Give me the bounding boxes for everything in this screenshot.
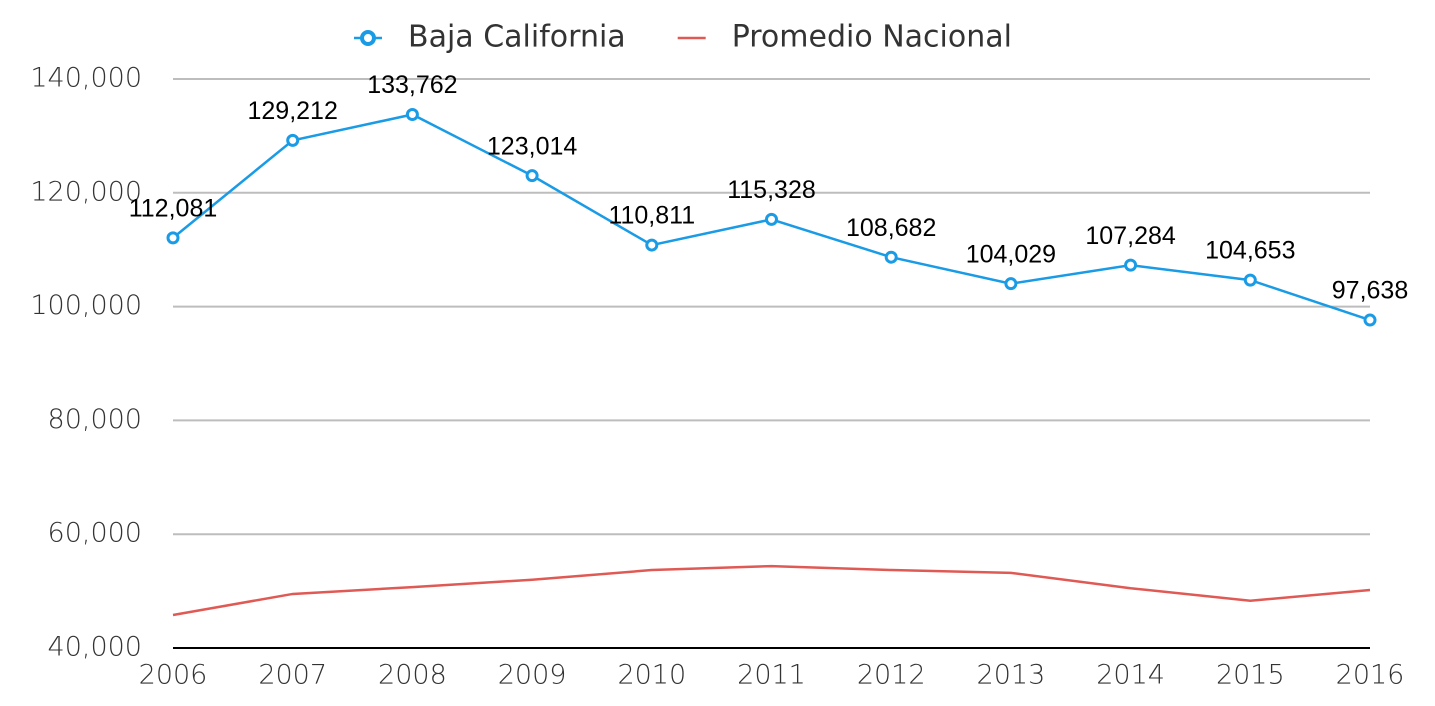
legend-marker xyxy=(360,30,376,46)
y-tick-label: 80,000 xyxy=(48,404,142,435)
data-label: 133,762 xyxy=(367,71,457,99)
point xyxy=(645,238,659,252)
series-line xyxy=(172,564,1371,617)
y-tick-label: 60,000 xyxy=(48,518,142,549)
data-label: 104,653 xyxy=(1205,237,1295,265)
legend-label: Promedio Nacional xyxy=(732,20,1012,55)
point xyxy=(1363,313,1377,327)
data-label: 115,328 xyxy=(727,176,816,204)
x-tick-label: 2014 xyxy=(1096,660,1165,691)
point xyxy=(166,231,180,245)
data-label: 104,029 xyxy=(966,240,1056,268)
data-label: 97,638 xyxy=(1332,277,1408,305)
x-tick-label: 2016 xyxy=(1336,660,1405,691)
point xyxy=(405,107,419,121)
data-label: 110,811 xyxy=(608,202,695,230)
data-label: 112,081 xyxy=(129,194,218,222)
point xyxy=(286,133,300,147)
data-label: 123,014 xyxy=(487,132,577,160)
x-tick-label: 2008 xyxy=(378,660,447,691)
point xyxy=(525,169,539,183)
x-tick-label: 2010 xyxy=(617,660,686,691)
x-tick-label: 2013 xyxy=(977,660,1046,691)
point xyxy=(884,250,898,264)
point xyxy=(1243,273,1257,287)
y-tick-label: 120,000 xyxy=(30,176,142,207)
point xyxy=(1124,258,1138,272)
x-tick-label: 2007 xyxy=(258,660,327,691)
x-tick-label: 2009 xyxy=(498,660,567,691)
x-tick-label: 2006 xyxy=(139,660,208,691)
x-tick-label: 2011 xyxy=(737,660,806,691)
legend-label: Baja California xyxy=(408,20,626,55)
data-label: 108,682 xyxy=(846,214,936,242)
x-tick-label: 2012 xyxy=(857,660,926,691)
x-tick-label: 2015 xyxy=(1216,660,1285,691)
point xyxy=(765,212,778,226)
y-tick-label: 100,000 xyxy=(30,290,142,321)
data-label: 129,212 xyxy=(248,97,338,125)
y-tick-label: 140,000 xyxy=(30,63,142,94)
data-label: 107,284 xyxy=(1085,222,1175,250)
point xyxy=(1004,277,1018,291)
y-tick-label: 40,000 xyxy=(48,632,142,663)
